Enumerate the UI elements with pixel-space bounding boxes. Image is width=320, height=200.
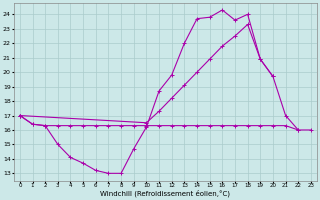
X-axis label: Windchill (Refroidissement éolien,°C): Windchill (Refroidissement éolien,°C) [100, 190, 230, 197]
